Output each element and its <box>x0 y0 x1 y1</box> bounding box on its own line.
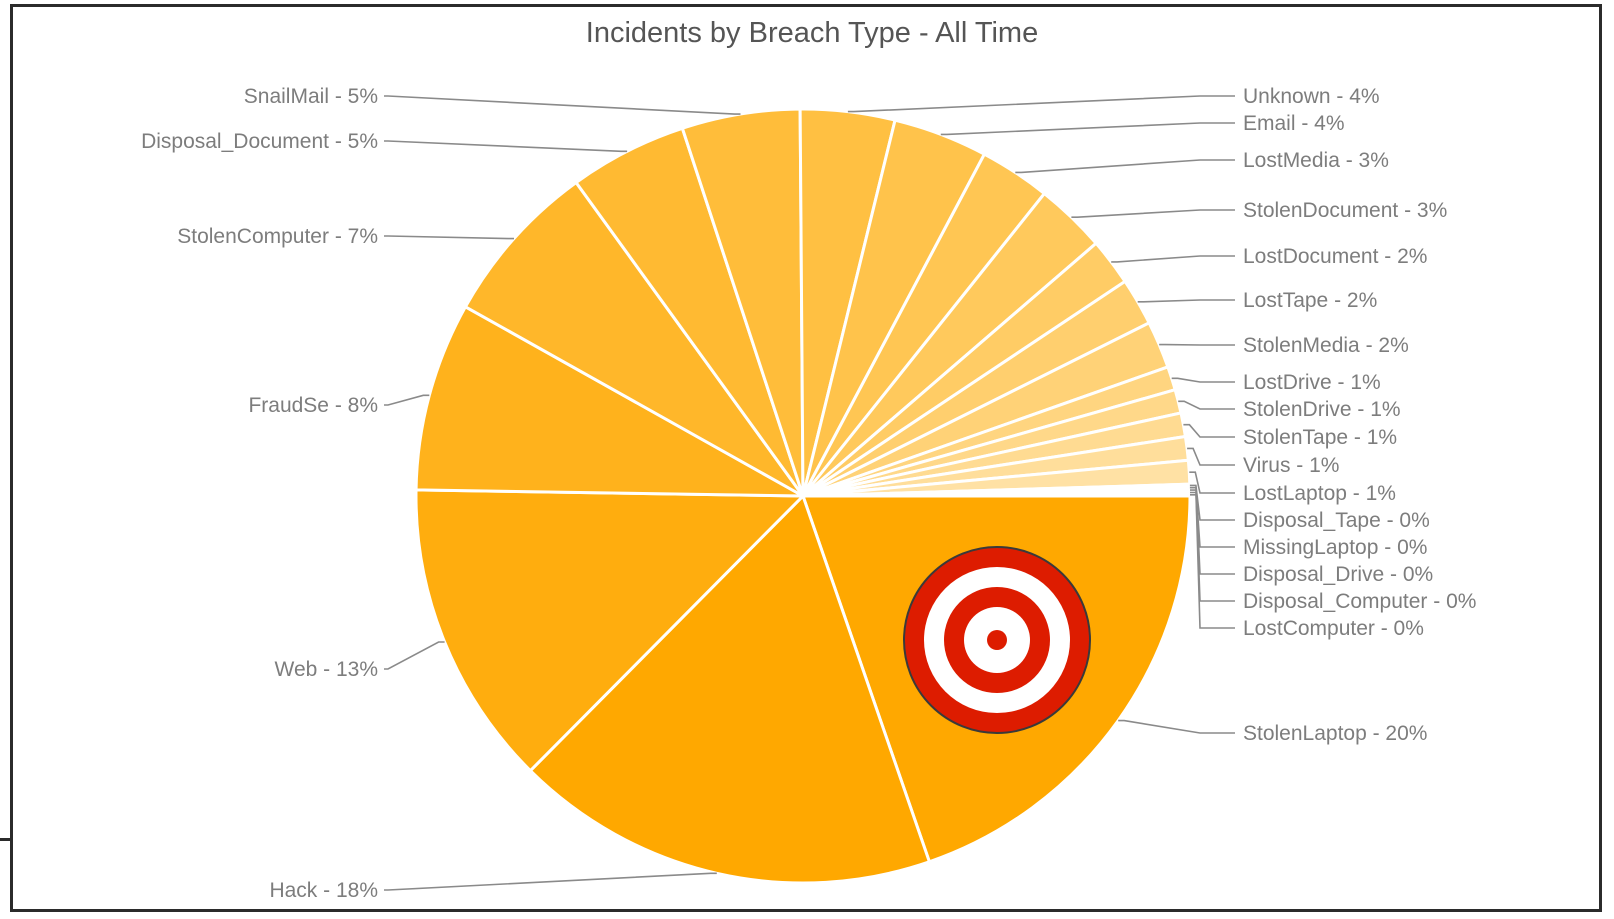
edge-tick <box>0 838 10 841</box>
slice-label-email-4: Email - 4% <box>1243 112 1345 135</box>
slices-layer <box>414 107 1192 885</box>
slice-label-snailmail-5: SnailMail - 5% <box>244 85 378 108</box>
slice-label-lostlaptop-1: LostLaptop - 1% <box>1243 482 1396 505</box>
slice-label-lostcomputer-0: LostComputer - 0% <box>1243 617 1424 640</box>
leaders-layer <box>384 95 1235 891</box>
leader-line-unknown-4 <box>847 95 1235 113</box>
slice-label-stolendrive-1: StolenDrive - 1% <box>1243 398 1401 421</box>
slice-label-fraudse-8: FraudSe - 8% <box>248 394 378 417</box>
slice-label-hack-18: Hack - 18% <box>269 879 378 902</box>
leader-line-hack-18 <box>384 872 717 891</box>
leader-line-disposal-document-5 <box>384 140 628 153</box>
labels-layer: StolenLaptop - 20% Hack - 18% Web - 13% Fra… <box>141 85 1476 902</box>
slice-label-disposal-tape-0: Disposal_Tape - 0% <box>1243 509 1430 532</box>
leader-line-lostmedia-3 <box>1015 159 1235 174</box>
target-marker[interactable] <box>903 546 1091 734</box>
slice-label-web-13: Web - 13% <box>275 658 379 681</box>
pie-slice-lostcomputer-0[interactable] <box>802 492 1192 498</box>
slice-label-lostdrive-1: LostDrive - 1% <box>1243 371 1381 394</box>
slice-label-stolencomputer-7: StolenComputer - 7% <box>177 225 378 248</box>
leader-line-virus-1 <box>1187 447 1235 466</box>
leader-line-web-13 <box>384 641 445 670</box>
slice-label-lostmedia-3: LostMedia - 3% <box>1243 149 1389 172</box>
leader-line-lostcomputer-0 <box>1190 493 1235 629</box>
slice-label-disposal-drive-0: Disposal_Drive - 0% <box>1243 563 1433 586</box>
leader-line-lostdocument-2 <box>1111 255 1235 263</box>
chart-title: Incidents by Breach Type - All Time <box>586 17 1038 49</box>
pie-slice-stolencomputer-7[interactable] <box>463 180 805 498</box>
leader-line-stolendocument-3 <box>1071 209 1235 218</box>
slice-label-stolendocument-3: StolenDocument - 3% <box>1243 199 1447 222</box>
leader-line-fraudse-8 <box>384 394 430 406</box>
slice-label-stolenmedia-2: StolenMedia - 2% <box>1243 334 1409 357</box>
slice-label-unknown-4: Unknown - 4% <box>1243 85 1380 108</box>
slice-label-disposal-computer-0: Disposal_Computer - 0% <box>1243 590 1476 613</box>
pie-slice-web-13[interactable] <box>414 488 807 773</box>
leader-line-snailmail-5 <box>384 95 741 115</box>
leader-line-stolenlaptop-20 <box>1118 719 1235 734</box>
slice-label-losttape-2: LostTape - 2% <box>1243 289 1377 312</box>
target-bullseye[interactable] <box>987 630 1007 650</box>
pie-slice-fraudse-8[interactable] <box>414 304 804 498</box>
slice-label-virus-1: Virus - 1% <box>1243 454 1339 477</box>
slice-label-stolentape-1: StolenTape - 1% <box>1243 426 1397 449</box>
leader-line-stolencomputer-7 <box>384 235 514 240</box>
leader-line-stolendrive-1 <box>1178 400 1235 410</box>
leader-line-disposal-tape-0 <box>1189 484 1235 521</box>
slice-label-disposal-document-5: Disposal_Document - 5% <box>141 130 378 153</box>
slice-label-stolenlaptop-20: StolenLaptop - 20% <box>1243 722 1427 745</box>
slice-label-lostdocument-2: LostDocument - 2% <box>1243 245 1427 268</box>
leader-line-email-4 <box>940 122 1235 136</box>
leader-line-losttape-2 <box>1137 299 1235 303</box>
slice-label-missinglaptop-0: MissingLaptop - 0% <box>1243 536 1427 559</box>
pie-slice-hack-18[interactable] <box>528 493 932 885</box>
leader-line-lostlaptop-1 <box>1189 471 1235 494</box>
leader-line-stolentape-1 <box>1183 423 1235 438</box>
leader-line-lostdrive-1 <box>1171 377 1235 383</box>
